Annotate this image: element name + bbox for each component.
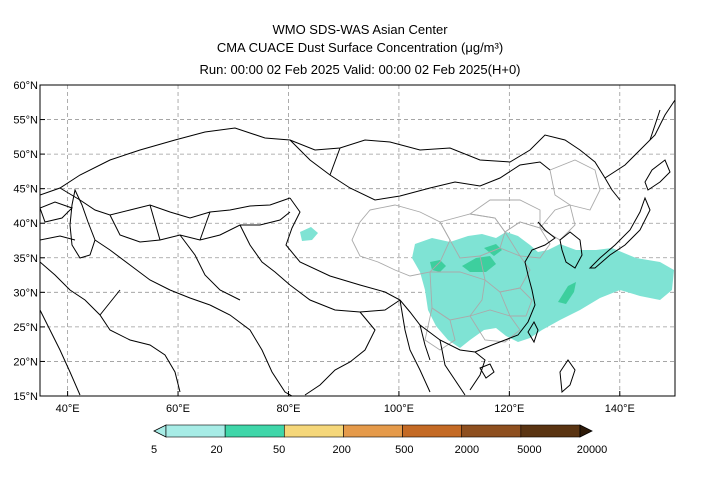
lon-tick-label: 140°E [605,403,635,415]
map-title-line-2: CMA CUACE Dust Surface Concentration (μg… [216,40,504,55]
colorbar-label: 5000 [517,444,541,456]
lat-tick-label: 45°N [13,184,38,196]
lon-tick-label: 40°E [56,403,80,415]
lon-tick-label: 100°E [384,403,414,415]
colorbar-right-arrow [579,424,593,438]
lon-tick-label: 80°E [276,403,300,415]
map-title-line-3: Run: 00:00 02 Feb 2025 Valid: 00:00 02 F… [199,62,521,77]
lat-tick-label: 40°N [13,218,38,230]
dust-area-east-china [412,232,674,348]
dust-area-tibet-west [300,227,318,241]
colorbar-legend: 5 20 50 200 500 2000 5000 20000 [151,424,608,456]
colorbar-label: 500 [395,444,413,456]
country-borders [40,90,675,396]
lon-tick-label: 120°E [494,403,524,415]
lat-tick-label: 50°N [13,149,38,161]
dust-patch-4 [558,282,576,304]
axis-ticks: 60°N 55°N 50°N 45°N 40°N 35°N 30°N 25°N 20°N 15°N… [13,80,634,415]
colorbar-segment [402,424,463,438]
dust-patch-3 [484,244,502,256]
dust-shading [300,227,674,348]
colorbar-label: 5 [151,444,157,456]
lat-tick-label: 25°N [13,322,38,334]
dust-patch-1 [430,260,446,272]
colorbar-label: 200 [333,444,351,456]
lon-tick-label: 60°E [166,403,190,415]
province-borders [351,159,601,351]
colorbar-segment [165,424,226,438]
map-frame [39,84,676,397]
colorbar-segment [343,424,403,438]
lat-tick-label: 30°N [13,287,38,299]
lat-tick-label: 35°N [13,253,38,265]
colorbar-left-arrow [153,424,167,438]
colorbar-segment [283,424,344,438]
colorbar-segment [224,424,285,438]
map-title-line-1: WMO SDS-WAS Asian Center [272,22,448,37]
graticule [40,85,675,396]
lat-tick-label: 60°N [13,80,38,92]
colorbar-label: 2000 [455,444,479,456]
colorbar-label: 20000 [577,444,608,456]
colorbar-label: 50 [273,444,285,456]
lat-tick-label: 15°N [13,391,38,403]
dust-patch-2 [462,256,496,272]
colorbar-segment [461,424,522,438]
lat-tick-label: 55°N [13,115,38,127]
colorbar-label: 20 [210,444,222,456]
colorbar-segment [520,424,581,438]
lat-tick-label: 20°N [13,356,38,368]
